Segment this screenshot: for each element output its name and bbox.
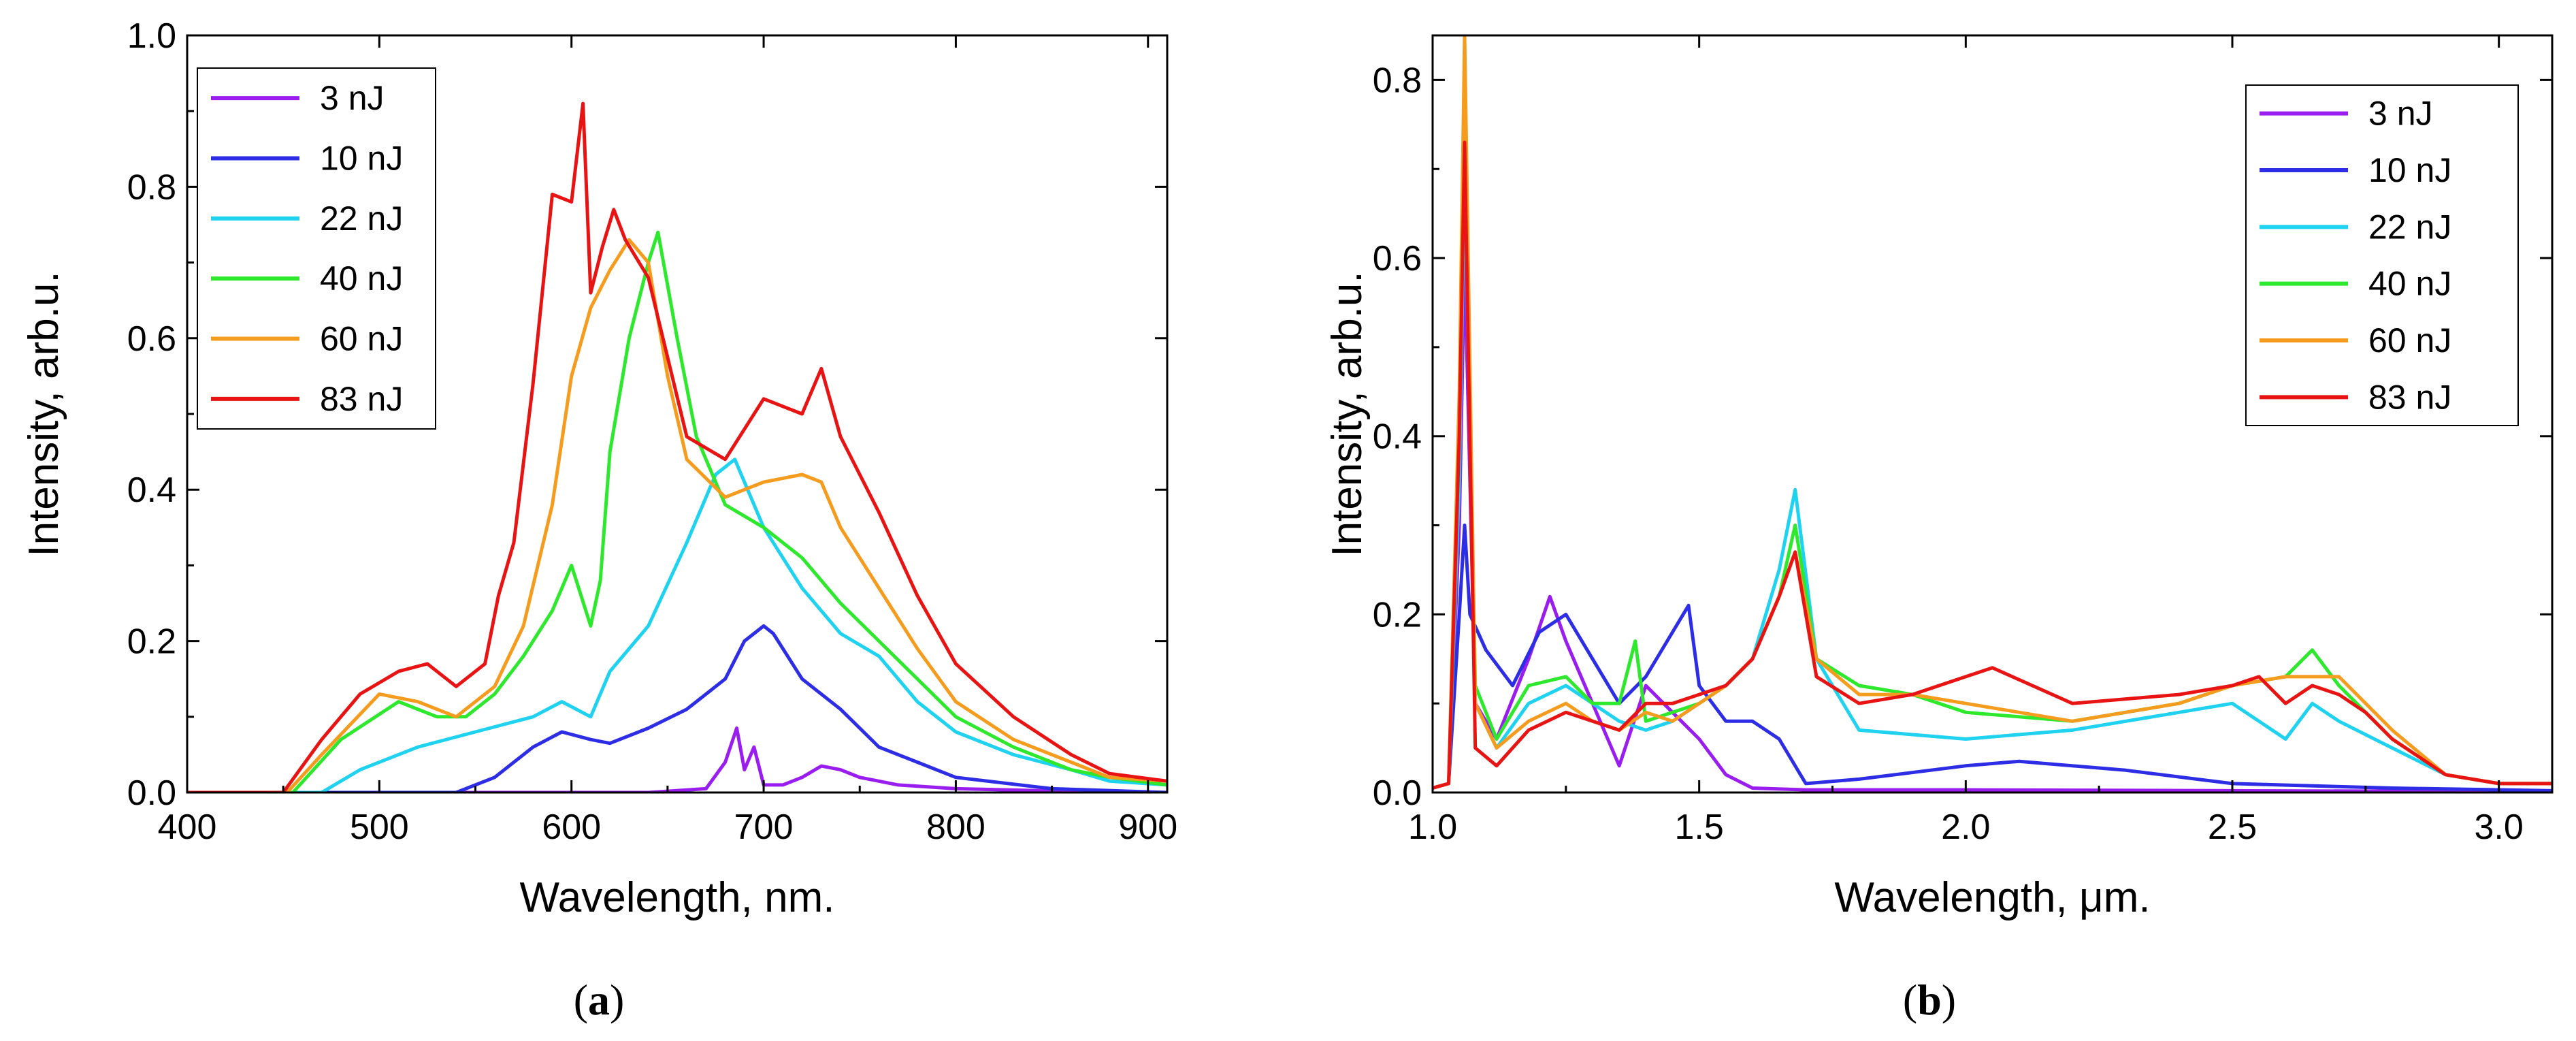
x-tick-label: 400 [158,807,217,847]
x-tick-label: 800 [926,807,985,847]
x-tick-label: 700 [734,807,794,847]
x-tick-label: 1.5 [1675,807,1724,847]
legend-box [2245,84,2519,426]
x-tick-label: 2.0 [1941,807,1990,847]
legend-box [197,67,436,430]
legend: 3 nJ 10 nJ 22 nJ 40 nJ 60 nJ 83 nJ [2245,84,2519,426]
legend-entry-label: 40 nJ [320,259,403,298]
x-tick-label: 2.5 [2208,807,2257,847]
panel-caption: (a) [574,976,625,1024]
y-tick-label: 0.2 [127,622,176,662]
y-tick-label: 0.4 [1373,417,1422,457]
y-tick-label: 0.6 [127,319,176,359]
y-axis-title: Intensity, arb.u. [1324,271,1371,556]
series-line-10-nj [187,624,1167,792]
legend-entry-label: 40 nJ [2368,265,2451,303]
chart-panel-b: 1.0 1.5 2.0 2.5 3.0 0.0 0.2 0.4 0.6 0.8 Wavelength… [1324,34,2554,1024]
legend-entry-label: 3 nJ [320,79,385,117]
legend-entry-label: 22 nJ [2368,208,2451,246]
legend-entry-label: 10 nJ [2368,151,2451,189]
x-tick-label: 3.0 [2475,807,2524,847]
x-axis-title: Wavelength, μm. [1834,874,2150,921]
panel-caption: (b) [1903,976,1956,1024]
series-line-83-nj [1433,140,2552,790]
y-tick-label: 0.0 [127,773,176,813]
legend-entry-label: 83 nJ [320,380,403,418]
series-lines [1433,35,2552,792]
y-axis-title: Intensity, arb.u. [20,271,67,556]
y-tick-label: 0.2 [1373,595,1422,635]
y-tick-label: 0.0 [1373,773,1422,813]
legend-entry-label: 22 nJ [320,199,403,238]
chart-panel-a: 400 500 600 700 800 900 0.0 0.2 0.4 0.6 0.8 1.0 Wave… [20,16,1177,1024]
y-tick-label: 1.0 [127,16,176,56]
plot-frame [1431,34,2554,794]
series-lines [187,101,1167,792]
x-tick-label: 500 [350,807,409,847]
legend: 3 nJ 10 nJ 22 nJ 40 nJ 60 nJ 83 nJ [197,67,436,430]
legend-entry-label: 60 nJ [2368,321,2451,359]
legend-entry-label: 10 nJ [320,140,403,178]
legend-entry-label: 83 nJ [2368,378,2451,416]
legend-entry-label: 60 nJ [320,320,403,358]
x-tick-label: 900 [1118,807,1177,847]
y-tick-label: 0.6 [1373,239,1422,278]
series-line-3-nj [187,726,1167,792]
series-line-83-nj [187,101,1167,792]
x-axis-title: Wavelength, nm. [520,874,835,921]
y-tick-label: 0.8 [1373,61,1422,100]
legend-entry-label: 3 nJ [2368,95,2433,133]
series-line-22-nj [187,458,1167,792]
series-line-10-nj [1433,524,2552,792]
y-tick-label: 0.8 [127,167,176,207]
x-tick-label: 600 [542,807,601,847]
x-tick-label: 1.0 [1408,807,1457,847]
y-tick-label: 0.4 [127,470,176,510]
